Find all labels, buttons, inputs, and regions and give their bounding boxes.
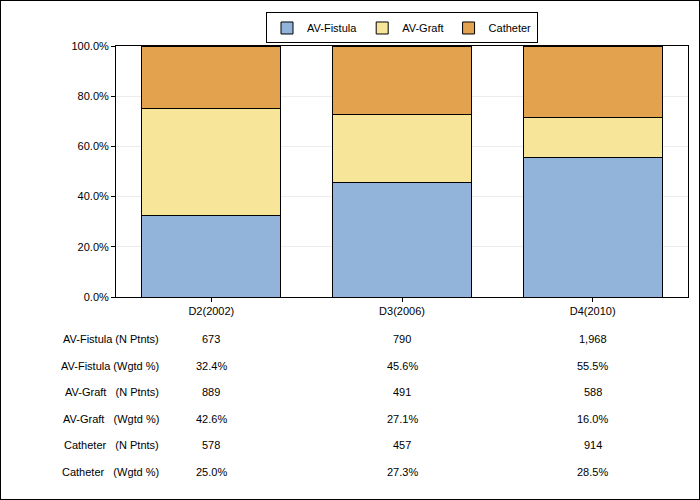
svg-text:45.6%: 45.6% <box>387 360 418 372</box>
svg-text:889: 889 <box>202 386 220 398</box>
svg-text:27.1%: 27.1% <box>387 413 418 425</box>
svg-text:16.0%: 16.0% <box>577 413 608 425</box>
svg-text:27.3%: 27.3% <box>387 466 418 478</box>
svg-text:60.0%: 60.0% <box>78 140 109 152</box>
svg-text:55.5%: 55.5% <box>577 360 608 372</box>
svg-text:AV-Fistula (N Ptnts): AV-Fistula (N Ptnts) <box>63 333 159 345</box>
svg-text:673: 673 <box>202 333 220 345</box>
svg-text:Catheter (N Ptnts): Catheter (N Ptnts) <box>64 439 159 451</box>
svg-text:AV-Graft (Wgtd %): AV-Graft (Wgtd %) <box>63 413 159 425</box>
svg-text:AV-Fistula (Wgtd %): AV-Fistula (Wgtd %) <box>61 360 159 372</box>
svg-text:D3(2006): D3(2006) <box>379 305 425 317</box>
svg-text:80.0%: 80.0% <box>78 90 109 102</box>
svg-text:Catheter (Wgtd %): Catheter (Wgtd %) <box>62 466 159 478</box>
svg-text:32.4%: 32.4% <box>196 360 227 372</box>
svg-text:1,968: 1,968 <box>579 333 607 345</box>
svg-text:457: 457 <box>393 439 411 451</box>
svg-text:20.0%: 20.0% <box>78 241 109 253</box>
svg-text:914: 914 <box>584 439 602 451</box>
svg-text:491: 491 <box>393 386 411 398</box>
svg-text:25.0%: 25.0% <box>196 466 227 478</box>
svg-text:D4(2010): D4(2010) <box>570 305 616 317</box>
svg-text:AV-Graft: AV-Graft <box>402 22 443 34</box>
svg-text:Catheter: Catheter <box>489 22 532 34</box>
svg-text:790: 790 <box>393 333 411 345</box>
svg-text:100.0%: 100.0% <box>71 40 109 52</box>
svg-text:28.5%: 28.5% <box>577 466 608 478</box>
svg-text:588: 588 <box>584 386 602 398</box>
svg-text:0.0%: 0.0% <box>84 291 109 303</box>
svg-text:42.6%: 42.6% <box>196 413 227 425</box>
svg-text:D2(2002): D2(2002) <box>188 305 234 317</box>
svg-text:578: 578 <box>202 439 220 451</box>
svg-text:AV-Fistula: AV-Fistula <box>307 22 357 34</box>
svg-text:40.0%: 40.0% <box>78 190 109 202</box>
svg-text:AV-Graft (N Ptnts): AV-Graft (N Ptnts) <box>65 386 159 398</box>
